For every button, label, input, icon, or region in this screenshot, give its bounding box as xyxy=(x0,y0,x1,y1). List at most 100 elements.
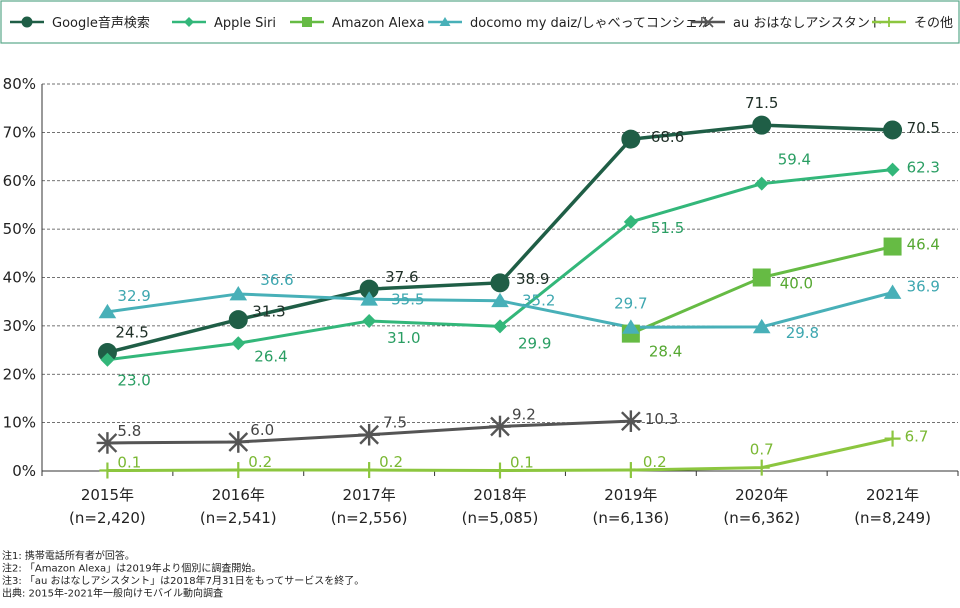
series-line-0 xyxy=(107,123,893,355)
legend-label: au おはなしアシスタント xyxy=(733,16,883,31)
marker-diamond xyxy=(623,214,638,229)
y-tick-label: 70% xyxy=(3,123,36,141)
marker-plus xyxy=(753,459,770,476)
y-tick-label: 60% xyxy=(3,172,36,190)
data-label: 29.9 xyxy=(518,334,551,352)
marker-diamond xyxy=(362,314,377,329)
y-tick-label: 0% xyxy=(12,462,36,480)
marker-plus xyxy=(99,462,116,479)
x-tick-sublabel: (n=2,556) xyxy=(331,509,408,527)
data-label: 23.0 xyxy=(117,372,150,390)
footnote: 注3: 「au おはなしアシスタント」は2018年7月31日をもってサービスを終… xyxy=(2,574,364,587)
y-tick-label: 50% xyxy=(3,220,36,238)
data-label: 35.2 xyxy=(522,292,555,310)
data-label: 62.3 xyxy=(907,159,940,177)
data-label: 0.2 xyxy=(248,453,272,471)
marker-x xyxy=(489,415,511,438)
data-label: 7.5 xyxy=(383,414,407,432)
marker-circle xyxy=(228,310,248,330)
data-label: 29.8 xyxy=(786,324,819,342)
legend-label: docomo my daiz/しゃべってコンシェル xyxy=(470,16,711,31)
data-label: 32.9 xyxy=(117,287,150,305)
y-tick-label: 40% xyxy=(3,269,36,287)
data-label: 0.7 xyxy=(750,441,774,459)
data-label: 70.5 xyxy=(907,119,940,137)
data-label: 0.1 xyxy=(510,454,534,472)
marker-x xyxy=(358,423,380,446)
data-label: 31.0 xyxy=(387,329,420,347)
data-label: 71.5 xyxy=(745,94,778,112)
data-label: 6.0 xyxy=(250,421,274,439)
data-label: 26.4 xyxy=(254,347,287,365)
legend-label: Amazon Alexa xyxy=(332,16,425,31)
x-tick-label: 2019年 xyxy=(604,486,657,504)
marker-diamond xyxy=(493,319,507,334)
data-label: 29.7 xyxy=(614,294,647,312)
y-tick-label: 10% xyxy=(3,414,36,432)
legend-label: Google音声検索 xyxy=(52,15,150,31)
legend-label: その他 xyxy=(914,16,953,31)
x-tick-sublabel: (n=2,420) xyxy=(69,509,146,527)
data-label: 51.5 xyxy=(651,219,684,237)
x-tick-sublabel: (n=5,085) xyxy=(462,509,539,527)
data-label: 38.9 xyxy=(516,270,549,288)
data-label: 36.6 xyxy=(260,271,293,289)
x-tick-label: 2018年 xyxy=(473,486,526,504)
data-label: 0.2 xyxy=(643,453,667,471)
marker-circle xyxy=(490,273,510,293)
marker-triangle xyxy=(229,285,248,301)
data-label: 28.4 xyxy=(649,343,682,361)
x-tick-label: 2017年 xyxy=(343,486,396,504)
legend-marker-x-stroke xyxy=(702,16,714,28)
marker-x xyxy=(96,432,119,454)
marker-triangle xyxy=(752,318,771,334)
marker-diamond xyxy=(100,352,115,367)
marker-triangle xyxy=(360,291,378,306)
data-label: 0.2 xyxy=(379,453,403,471)
x-tick-label: 2020年 xyxy=(735,486,788,504)
legend-marker-plus xyxy=(884,17,894,27)
legend-box xyxy=(0,0,960,44)
footnote: 注1: 携帯電話所有者が回答。 xyxy=(2,549,135,562)
marker-x xyxy=(227,431,250,453)
marker-triangle xyxy=(622,319,640,334)
marker-triangle xyxy=(98,303,117,319)
marker-plus xyxy=(492,462,508,479)
data-label: 59.4 xyxy=(778,151,811,169)
footnote: 注2: 「Amazon Alexa」は2019年より個別に調査開始。 xyxy=(2,562,261,575)
data-label: 10.3 xyxy=(645,410,678,428)
marker-circle xyxy=(883,120,903,140)
data-label: 0.1 xyxy=(117,454,141,472)
marker-plus xyxy=(361,462,378,479)
legend-marker-circle xyxy=(21,16,33,28)
data-label: 35.5 xyxy=(391,290,424,308)
marker-triangle xyxy=(883,284,902,299)
marker-x xyxy=(620,410,642,432)
marker-circle xyxy=(621,129,641,149)
y-tick-label: 30% xyxy=(3,317,36,335)
legend-marker-diamond xyxy=(184,17,194,27)
marker-circle xyxy=(752,115,772,135)
legend-marker-x xyxy=(702,16,714,28)
x-tick-sublabel: (n=6,136) xyxy=(592,509,669,527)
data-label: 37.6 xyxy=(385,268,418,286)
data-label: 5.8 xyxy=(117,422,141,440)
data-label: 9.2 xyxy=(512,405,536,423)
footnote: 出典: 2015年-2021年一般向けモバイル動向調査 xyxy=(2,587,223,600)
x-tick-sublabel: (n=6,362) xyxy=(723,509,800,527)
marker-diamond xyxy=(231,336,246,351)
legend-marker-triangle xyxy=(439,17,451,26)
data-label: 68.6 xyxy=(651,128,684,146)
data-label: 46.4 xyxy=(907,236,940,254)
y-tick-label: 80% xyxy=(3,75,36,93)
marker-plus xyxy=(622,462,639,479)
y-tick-label: 20% xyxy=(3,365,36,383)
x-tick-sublabel: (n=8,249) xyxy=(854,509,931,527)
x-tick-sublabel: (n=2,541) xyxy=(200,509,277,527)
marker-triangle xyxy=(491,292,509,308)
data-label: 40.0 xyxy=(780,275,813,293)
x-tick-label: 2015年 xyxy=(81,486,134,504)
data-label: 6.7 xyxy=(905,428,929,446)
data-label: 24.5 xyxy=(115,323,148,341)
